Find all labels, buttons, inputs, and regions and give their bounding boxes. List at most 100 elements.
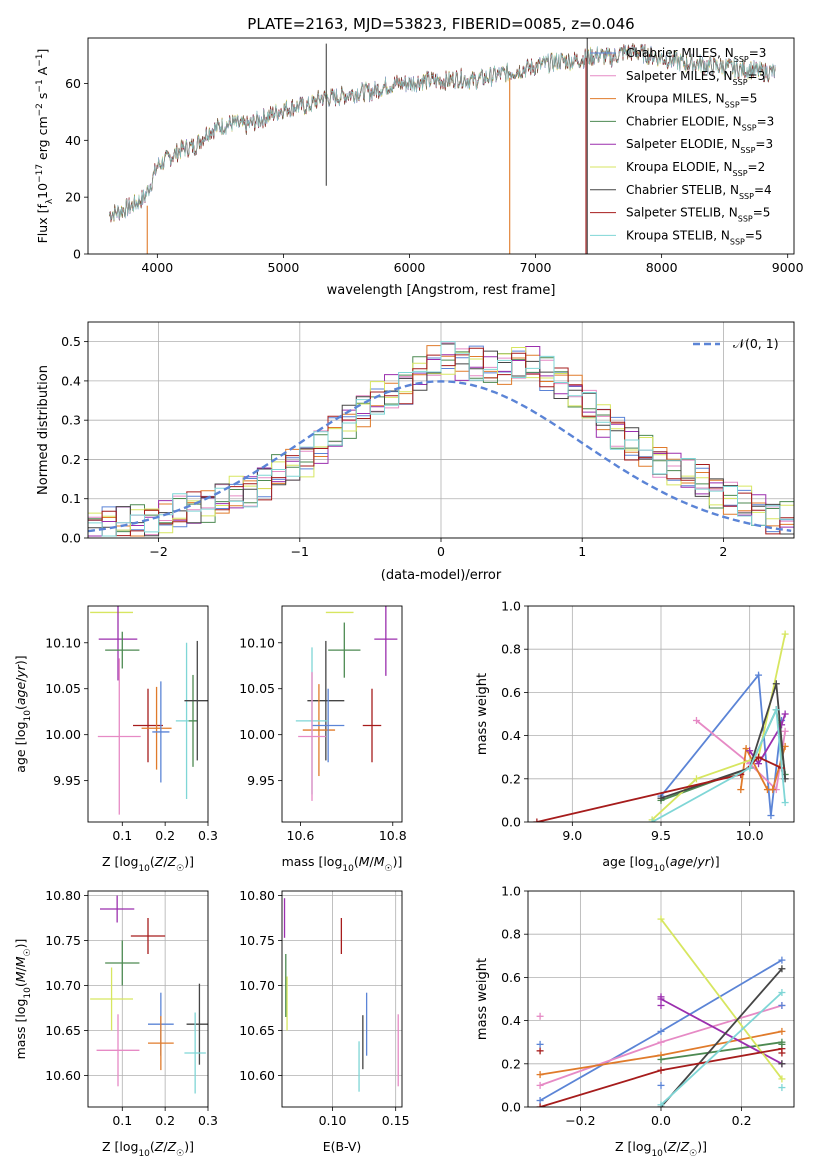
x-axis-label: mass [log10(M/M☉)] — [282, 854, 403, 874]
weight-line — [651, 706, 786, 822]
y-tick-label: 0.2 — [61, 452, 81, 467]
y-tick-label: 0 — [73, 247, 81, 262]
plot-area — [295, 606, 398, 801]
y-tick-label: 10.10 — [45, 635, 81, 650]
plot-area — [90, 606, 208, 815]
y-tick-label: 0.2 — [501, 771, 521, 786]
legend-label: Salpeter STELIB, NSSP=5 — [626, 206, 770, 224]
y-tick-label: 1.0 — [501, 884, 521, 899]
plot-area — [88, 891, 208, 1107]
legend: 𝒩(0, 1) — [693, 336, 779, 351]
legend: Chabrier MILES, NSSP=3 Salpeter MILES, NS… — [590, 46, 774, 246]
y-tick-label: 10.70 — [239, 978, 275, 993]
x-tick-label: 10.8 — [379, 828, 407, 843]
x-tick-label: 9000 — [772, 260, 804, 275]
y-tick-label: 10.00 — [239, 727, 275, 742]
y-tick-label: 0.5 — [61, 334, 81, 349]
x-tick-label: 1 — [578, 544, 586, 559]
x-tick-label: 0.2 — [155, 828, 175, 843]
y-tick-label: 10.80 — [239, 888, 275, 903]
residual-histogram-panel: −2 −1 0 1 2 0.0 0.1 0.2 0.3 0.4 0.5 𝒩(0, 1) (data-mo… — [36, 321, 795, 583]
y-axis-label: Flux [fλ10−17 erg cm−2 s−1 A−1] — [35, 49, 55, 244]
x-axis-label: age [log10(age/yr)] — [602, 854, 719, 874]
axes-frame — [527, 605, 795, 823]
y-tick-label: 1.0 — [501, 599, 521, 614]
y-tick-label: 40 — [65, 133, 81, 148]
y-tick-label: 0.2 — [501, 1056, 521, 1071]
x-tick-label: 0.1 — [112, 1113, 132, 1128]
y-axis-label: mass weight — [475, 958, 490, 1040]
y-axis-label: mass weight — [475, 673, 490, 755]
axes-frame — [87, 605, 209, 823]
y-axis-label: Normed distribution — [36, 365, 51, 495]
legend-label: Kroupa ELODIE, NSSP=2 — [626, 160, 765, 178]
legend-label: Chabrier ELODIE, NSSP=3 — [626, 114, 774, 131]
x-axis-label: Z [log10(Z/Z☉)] — [102, 854, 194, 874]
normal-curve — [88, 380, 792, 533]
y-tick-label: 10.60 — [45, 1068, 81, 1083]
y-tick-label: 10.65 — [45, 1023, 81, 1038]
y-tick-label: 0.8 — [501, 642, 521, 657]
axes-frame — [527, 890, 795, 1108]
x-tick-label: 0.10 — [319, 1113, 347, 1128]
x-tick-label: −2 — [149, 544, 167, 559]
legend-label: Chabrier MILES, NSSP=3 — [626, 46, 766, 64]
x-axis-label: (data-model)/error — [381, 568, 502, 583]
y-tick-label: 0.3 — [61, 413, 81, 428]
legend-label: Salpeter MILES, NSSP=3 — [626, 69, 765, 87]
age-vs-mass-panel: 10.6 10.8 9.95 10.00 10.05 10.10 mass [log10(M… — [239, 605, 407, 874]
y-tick-label: 0.6 — [501, 685, 521, 700]
y-axis-label: age [log10(age/yr)] — [13, 655, 33, 772]
plot-area — [88, 322, 794, 538]
axes-frame — [87, 890, 209, 1108]
y-tick-label: 0.1 — [61, 491, 81, 506]
x-axis-label: wavelength [Angstrom, rest frame] — [327, 283, 556, 298]
spectrum-line — [109, 45, 776, 220]
spectrum-panel: 4000 5000 6000 7000 8000 9000 0 20 40 60 Chabrier … — [35, 37, 804, 298]
weight-line — [660, 918, 783, 1080]
x-tick-label: 4000 — [141, 260, 173, 275]
axes-frame — [281, 605, 403, 823]
weight-line — [651, 633, 786, 821]
x-tick-label: 0.1 — [112, 828, 132, 843]
y-tick-label: 10.75 — [239, 933, 275, 948]
weight-line — [660, 672, 783, 816]
histogram-step — [88, 341, 794, 537]
x-tick-label: 0 — [437, 544, 445, 559]
plot-area — [109, 38, 776, 254]
weight-line — [660, 968, 783, 1107]
x-tick-label: 0.15 — [382, 1113, 410, 1128]
legend-label: Chabrier STELIB, NSSP=4 — [626, 183, 772, 201]
y-tick-label: 9.95 — [247, 773, 275, 788]
plot-area — [528, 891, 794, 1107]
y-tick-label: 0.8 — [501, 927, 521, 942]
y-tick-label: 0.4 — [61, 373, 81, 388]
x-tick-label: 6000 — [394, 260, 426, 275]
y-tick-label: 10.10 — [239, 635, 275, 650]
x-axis-label: Z [log10(Z/Z☉)] — [102, 1139, 194, 1159]
x-tick-label: 0.3 — [198, 1113, 218, 1128]
legend-label: Kroupa MILES, NSSP=5 — [626, 92, 757, 110]
x-tick-label: 5000 — [268, 260, 300, 275]
x-axis-label: Z [log10(Z/Z☉)] — [615, 1139, 707, 1159]
weight-vs-age-panel: 9.0 9.5 10.0 0.0 0.2 0.4 0.6 0.8 1.0 age [log10(a… — [475, 599, 795, 874]
age-vs-metallicity-panel: 0.1 0.2 0.3 9.95 10.00 10.05 10.10 Z [log10(Z/Z… — [13, 605, 218, 874]
x-tick-label: 2 — [719, 544, 727, 559]
x-tick-label: 9.5 — [651, 828, 671, 843]
y-tick-label: 10.60 — [239, 1068, 275, 1083]
x-tick-label: 0.2 — [155, 1113, 175, 1128]
y-tick-label: 10.75 — [45, 933, 81, 948]
histogram-step — [88, 351, 794, 537]
y-axis-label: mass [log10(M/M☉)] — [13, 939, 33, 1060]
plot-area — [528, 606, 794, 822]
weight-line — [660, 991, 783, 1106]
x-tick-label: 10.0 — [736, 828, 764, 843]
x-tick-label: −1 — [291, 544, 309, 559]
x-tick-label: 9.0 — [562, 828, 582, 843]
x-tick-label: 7000 — [520, 260, 552, 275]
y-tick-label: 20 — [65, 190, 81, 205]
y-tick-label: 10.05 — [239, 681, 275, 696]
plot-area — [282, 891, 402, 1107]
y-tick-label: 0.6 — [501, 970, 521, 985]
